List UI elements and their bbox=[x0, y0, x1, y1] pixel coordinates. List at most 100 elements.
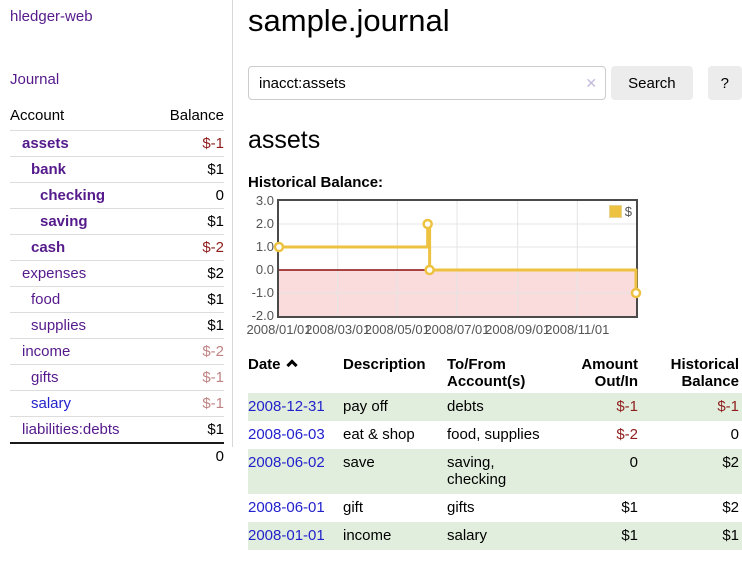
chart-x-axis-label: 2008/03/01 bbox=[305, 322, 371, 337]
page-title: sample.journal bbox=[248, 3, 450, 38]
chart-canvas bbox=[273, 201, 642, 316]
account-balance: $-1 bbox=[153, 364, 224, 391]
amount-cell: $1 bbox=[621, 527, 638, 544]
column-header-description: Description bbox=[343, 356, 426, 373]
account-link[interactable]: bank bbox=[31, 161, 67, 178]
account-balance: $-2 bbox=[153, 338, 224, 365]
accounts-table: Account Balance assets $-1 bank $1 checking 0… bbox=[10, 104, 224, 469]
accounts-total-balance: 0 bbox=[153, 442, 224, 469]
account-link[interactable]: liabilities:debts bbox=[22, 421, 120, 438]
balance-cell: 0 bbox=[730, 426, 739, 443]
date-link[interactable]: 2008-06-03 bbox=[248, 426, 325, 443]
chart-y-axis-label: 1.0 bbox=[255, 239, 274, 254]
journal-link[interactable]: Journal bbox=[10, 71, 60, 88]
date-link[interactable]: 2008-06-02 bbox=[248, 454, 325, 471]
account-row: liabilities:debts $1 bbox=[10, 416, 224, 443]
account-link[interactable]: gifts bbox=[31, 369, 59, 386]
chart-x-axis-label: 2008/11/01 bbox=[545, 322, 610, 337]
column-header-amount: Amount Out/In bbox=[581, 356, 638, 390]
description-cell: pay off bbox=[343, 398, 388, 415]
account-row: saving $1 bbox=[10, 208, 224, 235]
account-balance: $1 bbox=[153, 156, 224, 183]
chart-y-axis-label: -2.0 bbox=[251, 308, 274, 323]
table-row: 2008-06-03 eat & shop food, supplies $-2 0 bbox=[248, 421, 742, 449]
clear-search-icon[interactable]: ✕ bbox=[585, 75, 598, 91]
app-title: hledger-web bbox=[10, 8, 224, 25]
column-header-date[interactable]: Date bbox=[248, 352, 343, 393]
account-row: income $-2 bbox=[10, 338, 224, 365]
column-header-balance: Historical Balance bbox=[670, 356, 739, 390]
account-balance: $1 bbox=[153, 416, 224, 443]
chart-legend: $ bbox=[606, 203, 634, 220]
accounts-cell: food, supplies bbox=[447, 426, 540, 443]
account-link[interactable]: salary bbox=[31, 395, 72, 412]
balance-chart: $ 3.0 2.0 1.0 0.0 -1.0 -2.0 2008/01/01 2008/03… bbox=[246, 191, 728, 343]
amount-cell: $-2 bbox=[616, 426, 638, 443]
account-link[interactable]: food bbox=[31, 291, 61, 308]
account-link[interactable]: expenses bbox=[22, 265, 87, 282]
description-cell: eat & shop bbox=[343, 426, 415, 443]
account-balance: $-2 bbox=[153, 234, 224, 261]
accounts-cell: salary bbox=[447, 527, 488, 544]
account-link[interactable]: assets bbox=[22, 135, 69, 152]
account-title: assets bbox=[248, 126, 321, 154]
search-button[interactable]: Search bbox=[611, 66, 693, 100]
description-cell: income bbox=[343, 527, 392, 544]
register-table-body: 2008-12-31 pay off debts $-1 $-1 2008-06-03 ea… bbox=[248, 393, 742, 550]
search-input[interactable] bbox=[248, 66, 607, 100]
account-row: food $1 bbox=[10, 286, 224, 313]
account-balance: $2 bbox=[153, 260, 224, 287]
chart-x-axis-label: 2008/01/01 bbox=[246, 322, 312, 337]
search-row: ✕ Search ? bbox=[248, 66, 742, 100]
account-row: bank $1 bbox=[10, 156, 224, 183]
table-row: 2008-12-31 pay off debts $-1 $-1 bbox=[248, 393, 742, 421]
account-row: checking 0 bbox=[10, 182, 224, 209]
account-link[interactable]: checking bbox=[40, 187, 106, 204]
balance-cell: $2 bbox=[722, 499, 739, 516]
accounts-header-account: Account bbox=[10, 107, 65, 124]
account-link[interactable]: saving bbox=[40, 213, 88, 230]
date-link[interactable]: 2008-01-01 bbox=[248, 527, 325, 544]
legend-label: $ bbox=[624, 204, 632, 219]
app-title-link[interactable]: hledger-web bbox=[10, 8, 93, 25]
account-balance: $-1 bbox=[153, 130, 224, 157]
chart-x-axis-label: 2008/09/01 bbox=[485, 322, 551, 337]
help-button[interactable]: ? bbox=[707, 66, 742, 100]
amount-cell: 0 bbox=[629, 454, 638, 471]
column-header-accounts: To/From Account(s) bbox=[447, 356, 526, 390]
chart-y-axis-label: 3.0 bbox=[255, 193, 274, 208]
table-row: 2008-06-01 gift gifts $1 $2 bbox=[248, 494, 742, 522]
account-row: cash $-2 bbox=[10, 234, 224, 261]
register-header-row: Date Description To/From Account(s) Amou… bbox=[248, 352, 742, 393]
chart-y-axis-label: 0.0 bbox=[255, 262, 274, 277]
chart-y-axis-label: -1.0 bbox=[251, 285, 274, 300]
account-row: salary $-1 bbox=[10, 390, 224, 417]
account-row: assets $-1 bbox=[10, 130, 224, 157]
historical-balance-label: Historical Balance: bbox=[248, 174, 384, 191]
accounts-cell: debts bbox=[447, 398, 484, 415]
account-link[interactable]: cash bbox=[31, 239, 66, 256]
account-row: gifts $-1 bbox=[10, 364, 224, 391]
accounts-total-row: 0 bbox=[10, 442, 224, 469]
date-link[interactable]: 2008-06-01 bbox=[248, 499, 325, 516]
description-cell: gift bbox=[343, 499, 364, 516]
main-content: sample.journal ✕ Search ? assets Histori… bbox=[246, 0, 742, 550]
date-link[interactable]: 2008-12-31 bbox=[248, 398, 325, 415]
nav-journal: Journal bbox=[10, 71, 224, 88]
legend-swatch-icon bbox=[608, 205, 622, 218]
account-row: expenses $2 bbox=[10, 260, 224, 287]
sort-ascending-icon bbox=[285, 359, 298, 371]
chart-x-axis-label: 2008/05/01 bbox=[364, 322, 430, 337]
chart-x-axis-label: 2008/07/01 bbox=[424, 322, 490, 337]
balance-cell: $-1 bbox=[717, 398, 739, 415]
account-link[interactable]: supplies bbox=[31, 317, 87, 334]
accounts-table-body: assets $-1 bank $1 checking 0 saving $1 cash $-2 e… bbox=[10, 130, 224, 443]
account-link[interactable]: income bbox=[22, 343, 71, 360]
account-balance: $1 bbox=[153, 208, 224, 235]
account-balance: $1 bbox=[153, 286, 224, 313]
account-balance: $-1 bbox=[153, 390, 224, 417]
account-balance: $1 bbox=[153, 312, 224, 339]
accounts-cell: gifts bbox=[447, 499, 475, 516]
accounts-header-balance: Balance bbox=[169, 107, 224, 124]
balance-cell: $2 bbox=[722, 454, 739, 471]
